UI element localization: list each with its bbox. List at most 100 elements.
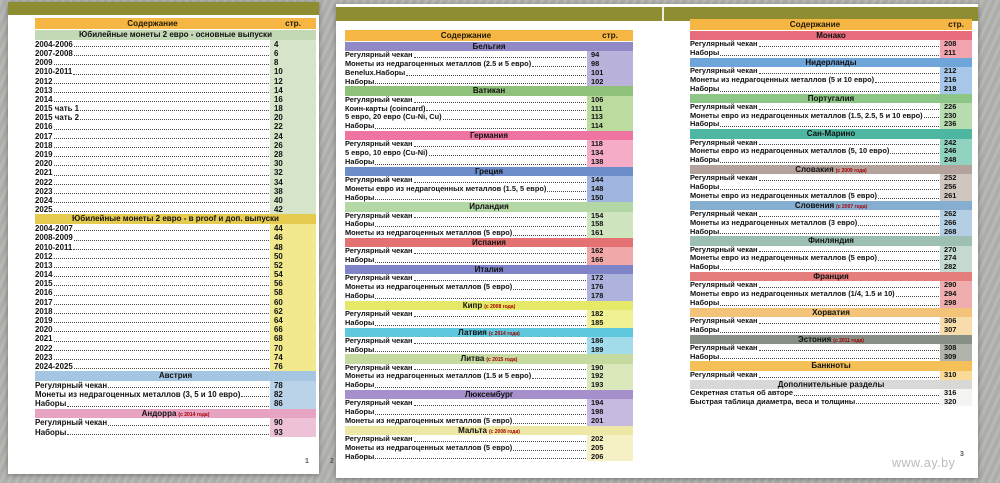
toc-item-page-number: 66 [270,325,316,335]
toc-item-page-number: 118 [587,139,633,150]
toc-item: 2017 60 [35,297,316,307]
toc-item-label: 2025 [35,205,53,215]
toc-header-title: Содержание [127,19,178,28]
toc-item-page-number: 94 [587,50,633,61]
toc-item-label: Монеты из недрагоценных металлов (5 и 10… [690,74,875,84]
toc-item-page-number: 22 [270,122,316,132]
dot-leader [67,428,269,435]
toc-item-label: 2009 [35,58,53,68]
toc-item-label: Наборы [690,119,720,129]
toc-item: Монеты из недрагоценных металлов (5 евро… [345,443,633,453]
toc-item: 2008-2009 46 [35,233,316,243]
dot-leader [720,353,939,360]
dot-leader [53,159,269,167]
section-title: Монако [816,31,846,40]
toc-item-page-number: 178 [587,291,633,301]
toc-item-page-number: 230 [940,111,972,121]
toc-item-label: Секретная статья об авторе [690,387,793,397]
toc-item: Монеты из недрагоценных металлов (5 евро… [345,282,633,292]
toc-item: Регулярный чекан 106 [345,95,633,105]
toc-item-label: Наборы [690,155,720,165]
dot-leader [73,49,269,57]
toc-item-page-number: 216 [940,75,972,85]
toc-item-page-number: 114 [587,121,633,131]
dot-leader [758,317,939,324]
toc-item-label: Регулярный чекан [345,246,413,256]
toc-item-label: 2017 [35,297,53,307]
toc-item-page-number: 274 [940,254,972,264]
toc-item-page-number: 192 [587,372,633,382]
toc-item: Монеты из недрагоценных металлов (5 евро… [345,416,633,426]
toc-item-page-number: 93 [270,427,316,437]
dot-leader [53,298,269,305]
toc-item: Наборы 236 [690,119,972,130]
toc-item-label: 2021 [35,168,53,178]
toc-item-label: Наборы [690,297,720,307]
dot-leader [241,390,269,398]
toc-item-label: Регулярный чекан [690,369,758,379]
top-olive-band [336,7,978,21]
toc-item: Регулярный чекан 252 [690,173,972,184]
toc-item: Регулярный чекан 308 [690,343,972,353]
toc-item-label: 2008-2009 [35,233,73,243]
section-title: Банкноты [811,361,851,371]
section-header: Мальта (с 2008 года) [345,425,633,436]
section-header: Германия [345,130,633,141]
toc-item-page-number: 282 [940,262,972,273]
toc-item-page-number: 172 [587,273,633,284]
dot-leader [858,219,939,226]
section-title: Бельгия [472,42,506,51]
toc-item-page-number: 256 [940,182,972,192]
section-title: Мальта [458,425,487,435]
toc-item-label: 2015 чать 1 [35,104,80,114]
toc-item-label: 2017 [35,131,53,141]
section-start-year-note: (с 2009 года) [835,167,867,174]
toc-item: Монеты из недрагоценных металлов (5 и 10… [690,74,972,85]
toc-item-page-number: 202 [587,434,633,444]
section-header: Ватикан [345,86,633,96]
dot-leader [73,362,269,370]
dot-leader [53,187,269,194]
toc-item: Монеты из недрагоценных металлов (3 евро… [690,218,972,228]
toc-item-label: Регулярный чекан [35,380,108,390]
dot-leader [513,283,586,290]
dot-leader [80,113,269,121]
toc-item: Регулярный чекан 78 [35,380,316,391]
toc-column-2: Содержание стр. Бельгия Регулярный чекан 94 М… [345,30,633,462]
toc-item-page-number: 60 [270,297,316,307]
toc-item: Быстрая таблица диаметра, веса и толщины… [690,397,972,407]
toc-item-page-number: 150 [587,193,633,203]
dot-leader [53,77,269,84]
toc-item-page-number: 148 [587,184,633,194]
section-title: Литва [460,354,485,364]
toc-item: Регулярный чекан 242 [690,138,972,148]
dot-leader [413,364,586,371]
toc-item-page-number: 166 [587,255,633,265]
toc-item-page-number: 26 [270,140,316,151]
toc-item-label: 2015 чать 2 [35,113,80,123]
toc-item: Регулярный чекан 190 [345,363,633,373]
dot-leader [758,103,939,110]
toc-item-label: Наборы [345,344,375,354]
dot-leader [413,247,586,255]
section-title: Италия [474,264,504,274]
section-title: Германия [469,130,509,140]
dot-leader [413,310,586,317]
toc-item: 2015 чать 1 18 [35,104,316,114]
dot-leader [53,334,269,342]
section-header: Бельгия [345,42,633,52]
toc-item-page-number: 78 [270,380,316,391]
scanned-pages-2-3: Содержание стр. Бельгия Регулярный чекан 94 М… [336,4,978,478]
section-header: Франция [690,272,972,282]
section-header: Португалия [690,93,972,103]
toc-item: 2013 14 [35,85,316,95]
dot-leader [53,252,269,259]
toc-item: Регулярный чекан 94 [345,50,633,61]
section-title: Латвия [458,327,487,337]
toc-item-label: 2010-2011 [35,67,73,77]
toc-item-label: Наборы [345,121,375,131]
toc-item-label: Монеты евро из недрагоценных металлов (1… [345,183,547,193]
toc-item-page-number: 206 [587,452,633,462]
toc-item-page-number: 162 [587,247,633,257]
toc-item-page-number: 138 [587,157,633,167]
